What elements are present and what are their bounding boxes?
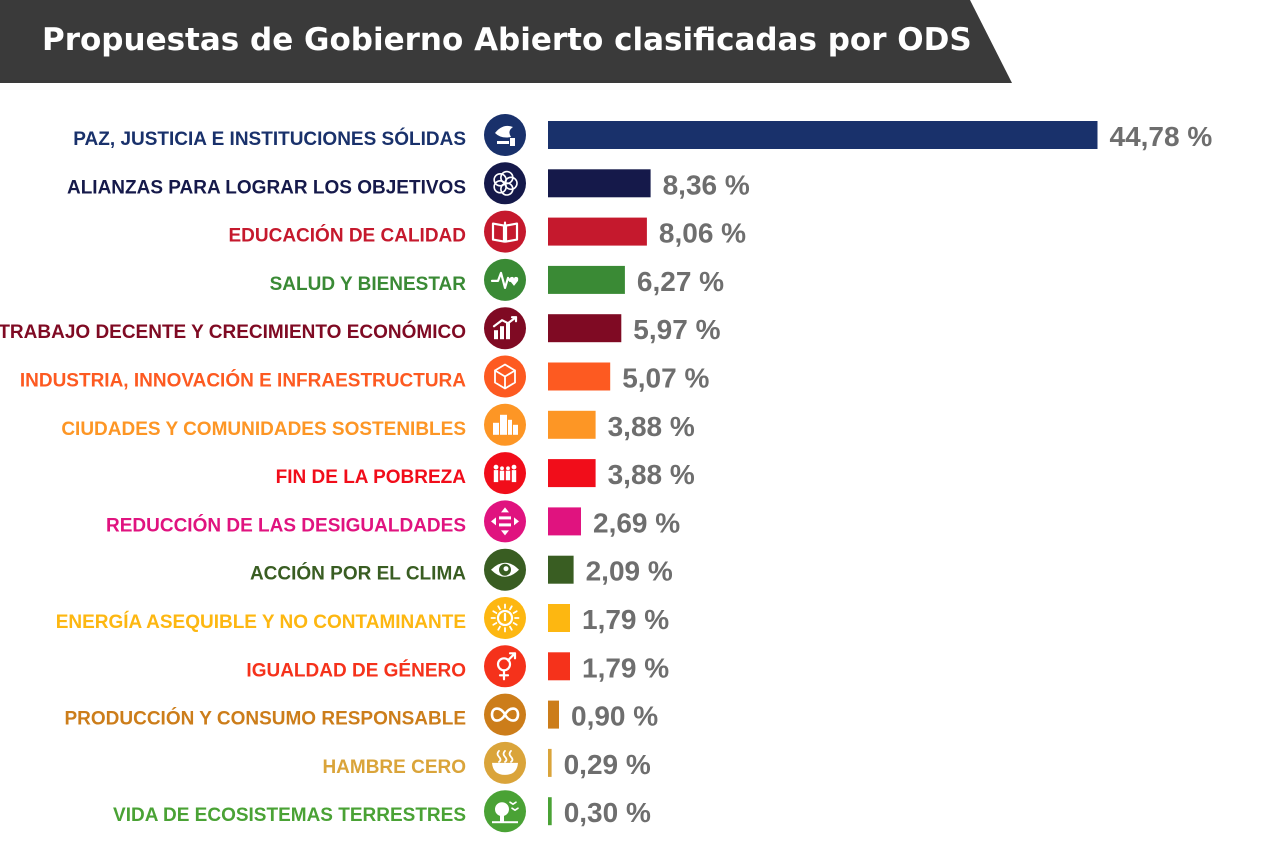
value-label: 8,06 % <box>659 218 746 249</box>
value-label: 0,90 % <box>571 701 658 732</box>
bar <box>548 555 574 584</box>
bar <box>548 459 596 488</box>
city-buildings-icon <box>484 403 526 446</box>
tree-birds-icon <box>484 790 526 833</box>
value-label: 5,97 % <box>633 314 720 345</box>
cubes-icon <box>484 355 526 398</box>
value-label: 0,30 % <box>564 797 651 828</box>
book-icon <box>484 210 526 253</box>
bar <box>548 265 625 294</box>
category-label: IGUALDAD DE GÉNERO <box>246 659 466 681</box>
category-label: SALUD Y BIENESTAR <box>270 274 467 295</box>
category-label: PRODUCCIÓN Y CONSUMO RESPONSABLE <box>64 708 466 730</box>
value-label: 3,88 % <box>608 411 695 442</box>
category-label: VIDA DE ECOSISTEMAS TERRESTRES <box>113 805 466 826</box>
category-label: HAMBRE CERO <box>322 757 466 778</box>
growth-chart-icon <box>484 307 526 350</box>
bar <box>548 121 1098 149</box>
dove-gavel-icon <box>484 114 526 156</box>
value-label: 8,36 % <box>663 169 750 200</box>
value-label: 1,79 % <box>582 652 669 683</box>
bar <box>548 410 596 439</box>
category-label: EDUCACIÓN DE CALIDAD <box>229 225 467 247</box>
partnership-ring-icon <box>484 162 526 205</box>
category-label: CIUDADES Y COMUNIDADES SOSTENIBLES <box>61 419 466 440</box>
bar <box>548 507 581 536</box>
bar <box>548 217 647 246</box>
gender-symbol-icon <box>484 645 526 688</box>
value-label: 1,79 % <box>582 604 669 635</box>
bar <box>548 652 570 681</box>
value-label: 44,78 % <box>1110 121 1213 152</box>
value-label: 2,69 % <box>593 507 680 538</box>
sun-power-icon <box>484 597 526 639</box>
equality-arrows-icon <box>484 500 526 543</box>
page-title: Propuestas de Gobierno Abierto clasifica… <box>42 22 972 58</box>
category-label: ACCIÓN POR EL CLIMA <box>250 563 466 585</box>
bar <box>548 748 552 777</box>
infinity-loop-icon <box>484 693 526 736</box>
value-label: 5,07 % <box>622 363 709 394</box>
steaming-bowl-icon <box>484 741 526 784</box>
category-label: INDUSTRIA, INNOVACIÓN E INFRAESTRUCTURA <box>20 370 466 392</box>
heartbeat-icon <box>484 258 526 301</box>
bar <box>548 362 611 391</box>
family-people-icon <box>484 452 526 495</box>
category-label: FIN DE LA POBREZA <box>276 467 467 488</box>
bar <box>548 604 570 632</box>
value-label: 3,88 % <box>608 459 695 490</box>
value-label: 6,27 % <box>637 266 724 297</box>
bar <box>548 700 559 729</box>
bar <box>548 797 552 826</box>
bar <box>548 169 651 198</box>
category-label: ENERGÍA ASEQUIBLE Y NO CONTAMINANTE <box>56 611 466 633</box>
bar <box>548 314 622 343</box>
value-label: 0,29 % <box>564 749 651 780</box>
category-label: REDUCCIÓN DE LAS DESIGUALDADES <box>106 514 466 536</box>
category-label: PAZ, JUSTICIA E INSTITUCIONES SÓLIDAS <box>73 128 466 150</box>
title-banner <box>0 0 1012 83</box>
category-label: ALIANZAS PARA LOGRAR LOS OBJETIVOS <box>67 177 466 198</box>
category-label: TRABAJO DECENTE Y CRECIMIENTO ECONÓMICO <box>0 321 466 343</box>
value-label: 2,09 % <box>586 556 673 587</box>
eye-globe-icon <box>484 548 526 591</box>
